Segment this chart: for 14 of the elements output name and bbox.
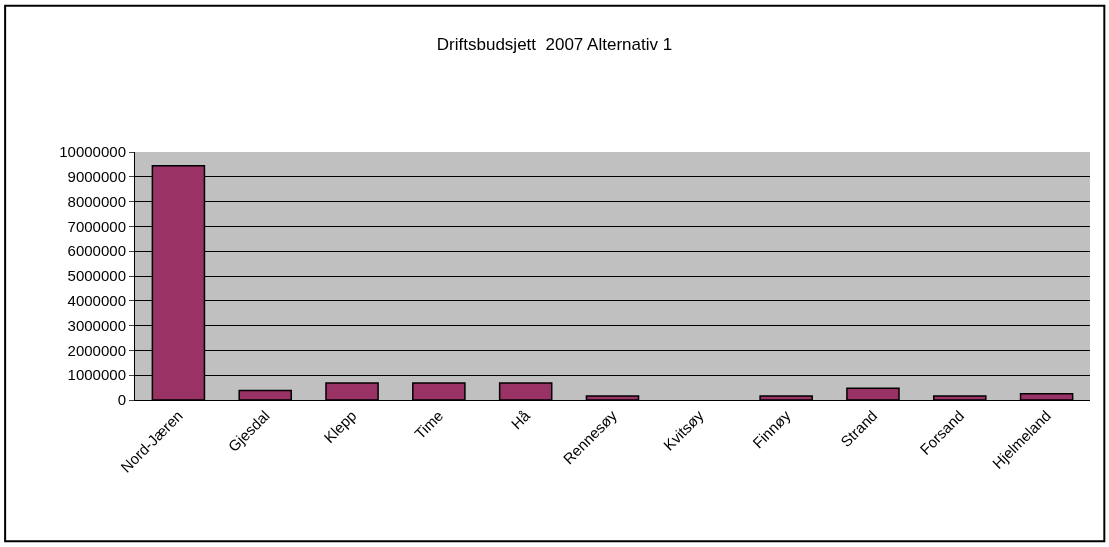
y-tick-label: 4000000: [67, 292, 126, 310]
y-tick-label: 10000000: [59, 143, 126, 161]
x-tick-label: Time: [411, 406, 447, 443]
x-tick-label: Hå: [507, 406, 534, 433]
y-tick-label: 0: [117, 391, 126, 409]
y-tick-label: 6000000: [67, 242, 126, 260]
y-tick-label: 1000000: [67, 366, 126, 384]
y-tick-label: 2000000: [67, 341, 126, 359]
y-tick-label: 7000000: [67, 217, 126, 235]
y-tick-label: 3000000: [67, 316, 126, 334]
y-tick-label: 5000000: [67, 267, 126, 285]
chart-title: Driftsbudsjett 2007 Alternativ 1: [436, 35, 673, 55]
y-tick-label: 9000000: [67, 168, 126, 186]
y-tick-label: 8000000: [67, 192, 126, 210]
